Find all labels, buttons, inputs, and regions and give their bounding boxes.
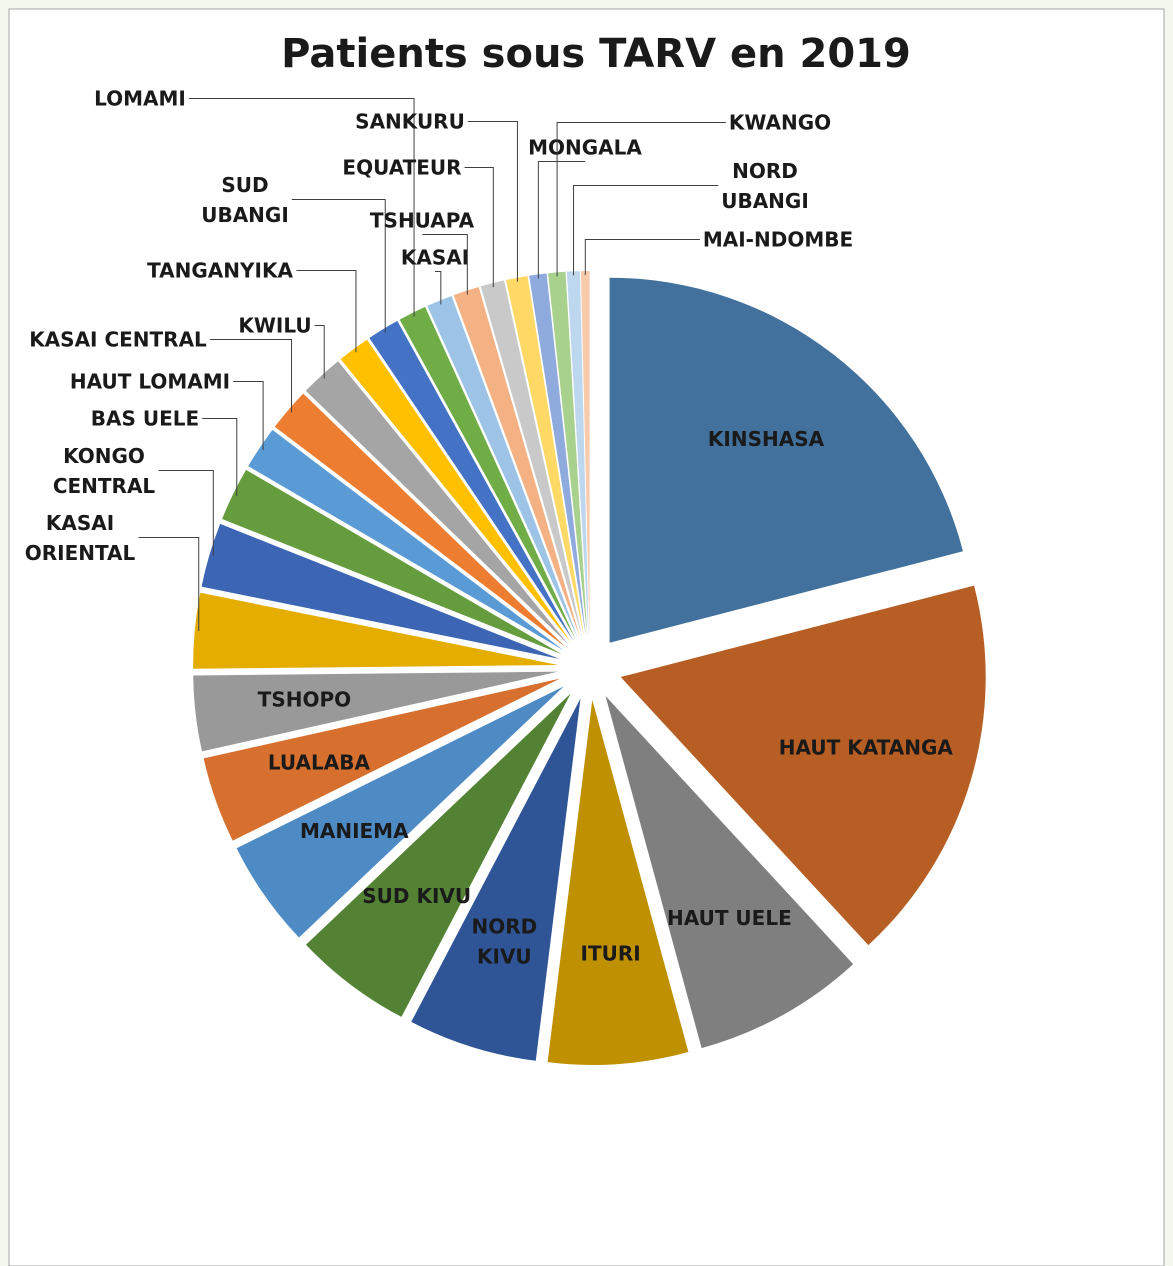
- slice-label: BAS UELE: [91, 407, 199, 431]
- pie-slice: [236, 686, 564, 938]
- pie-slice: [193, 671, 559, 752]
- pie-slice: [411, 698, 581, 1061]
- pie-slice: [203, 678, 560, 841]
- slice-label: KASAI: [401, 246, 469, 270]
- slice-label: TSHOPO: [258, 688, 351, 712]
- slice-label: SUD UBANGI: [201, 173, 289, 227]
- slice-label: MANIEMA: [300, 819, 409, 843]
- slice-label: LUALABA: [268, 750, 371, 774]
- slice-label: ITURI: [581, 941, 641, 965]
- leader-line: [422, 234, 468, 295]
- pie-slice: [605, 695, 854, 1049]
- slice-label: KINSHASA: [708, 427, 825, 451]
- leader-line: [188, 98, 415, 317]
- slice-label: HAUT UELE: [667, 906, 792, 930]
- pie-slice: [201, 523, 560, 659]
- pie-slice: [566, 271, 589, 637]
- pie-slice: [340, 339, 571, 643]
- slice-label: SUD KIVU: [362, 884, 471, 908]
- pie-slice: [609, 277, 963, 643]
- pie-slice: [274, 393, 566, 648]
- pie-slice: [620, 585, 986, 946]
- labels: KINSHASA HAUT KATANGA HAUT UELE ITURI NORD KI…: [25, 87, 954, 968]
- pie-slice: [248, 429, 564, 651]
- leader-line: [314, 325, 325, 379]
- pie-slice: [529, 273, 586, 637]
- leader-line: [233, 381, 264, 450]
- slice-label: TSHUAPA: [370, 209, 475, 233]
- pie-slice: [453, 286, 581, 638]
- slice-label: KWANGO: [729, 111, 831, 135]
- slice-label: NORD KIVU: [471, 914, 537, 968]
- slices: [193, 271, 986, 1065]
- pie-slice: [547, 699, 689, 1065]
- slice-label: HAUT LOMAMI: [70, 370, 230, 394]
- leader-line: [435, 271, 442, 305]
- leader-line: [464, 167, 494, 288]
- slice-label: KWILU: [238, 314, 311, 338]
- slice-label: NORD UBANGI: [721, 159, 809, 213]
- slice-label: SANKURU: [355, 110, 465, 134]
- slice-label: EQUATEUR: [342, 156, 461, 180]
- slice-label: KONGO CENTRAL: [53, 444, 156, 498]
- slice-label: MONGALA: [528, 136, 642, 160]
- leader-line: [584, 239, 700, 276]
- leader-line: [573, 185, 719, 276]
- slice-label: LOMAMI: [94, 87, 186, 111]
- slice-label: HAUT KATANGA: [779, 736, 954, 760]
- pie-slice: [399, 306, 576, 640]
- pie-slice: [222, 469, 562, 654]
- leader-line: [202, 418, 238, 496]
- pie-slice: [193, 592, 559, 669]
- pie-slice: [505, 275, 585, 637]
- pie-slice: [427, 295, 578, 639]
- pie-slice: [580, 271, 590, 637]
- leader-line: [467, 121, 518, 282]
- leader-line: [537, 161, 586, 279]
- leader-line: [296, 270, 357, 353]
- pie-slice: [305, 361, 569, 645]
- leader-line: [210, 339, 293, 413]
- pie-slice: [480, 280, 583, 637]
- leader-line: [291, 199, 386, 333]
- pie-slice: [305, 693, 571, 1017]
- pie-slice: [369, 320, 574, 641]
- chart-area: [8, 8, 1165, 1266]
- slice-label: MAI-NDOMBE: [703, 228, 853, 252]
- pie-slice: [548, 271, 588, 637]
- leader-line: [158, 470, 214, 556]
- leader-line: [556, 122, 726, 277]
- slice-label: KASAI CENTRAL: [29, 328, 207, 352]
- chart-title: Patients sous TARV en 2019: [281, 31, 911, 77]
- slice-label: KASAI ORIENTAL: [25, 511, 136, 565]
- leader-line: [138, 537, 200, 631]
- slice-label: TANGANYIKA: [147, 259, 293, 283]
